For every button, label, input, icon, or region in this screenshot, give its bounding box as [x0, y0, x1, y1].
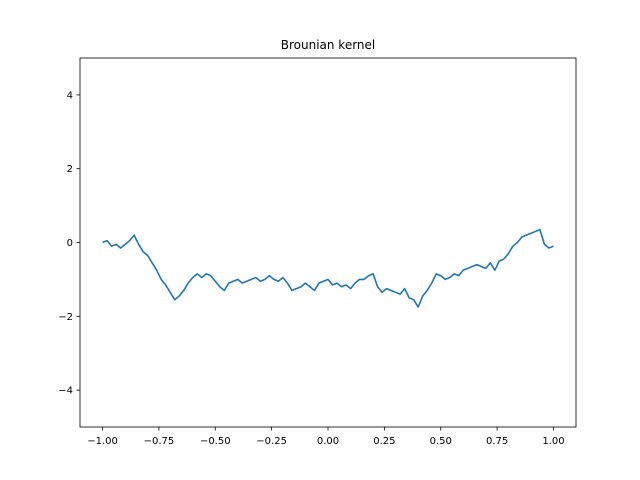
x-tick-label: 1.00	[542, 436, 564, 447]
x-tick-label: −0.25	[256, 436, 287, 447]
series-line	[102, 228, 554, 308]
x-tick-label: 0.75	[486, 436, 508, 447]
y-tick-label: 0	[67, 238, 73, 249]
x-axis: −1.00 −0.75 −0.50 −0.25 0.00 0.25 0.50 0.75 1.00	[87, 427, 565, 447]
plot-frame	[79, 57, 577, 428]
y-axis: −4 −2 0 2 4	[58, 90, 80, 397]
x-tick-label: 0.50	[430, 436, 452, 447]
y-tick-label: 2	[67, 164, 73, 175]
x-tick-label: −0.75	[144, 436, 175, 447]
x-tick-label: 0.25	[373, 436, 395, 447]
y-tick-label: −4	[58, 386, 73, 397]
y-tick-label: −2	[58, 312, 73, 323]
x-tick-label: −0.50	[200, 436, 231, 447]
x-tick-label: 0.00	[317, 436, 339, 447]
x-tick-label: −1.00	[87, 436, 118, 447]
y-tick-label: 4	[67, 90, 73, 101]
chart-title: Brounian kernel	[281, 38, 376, 52]
